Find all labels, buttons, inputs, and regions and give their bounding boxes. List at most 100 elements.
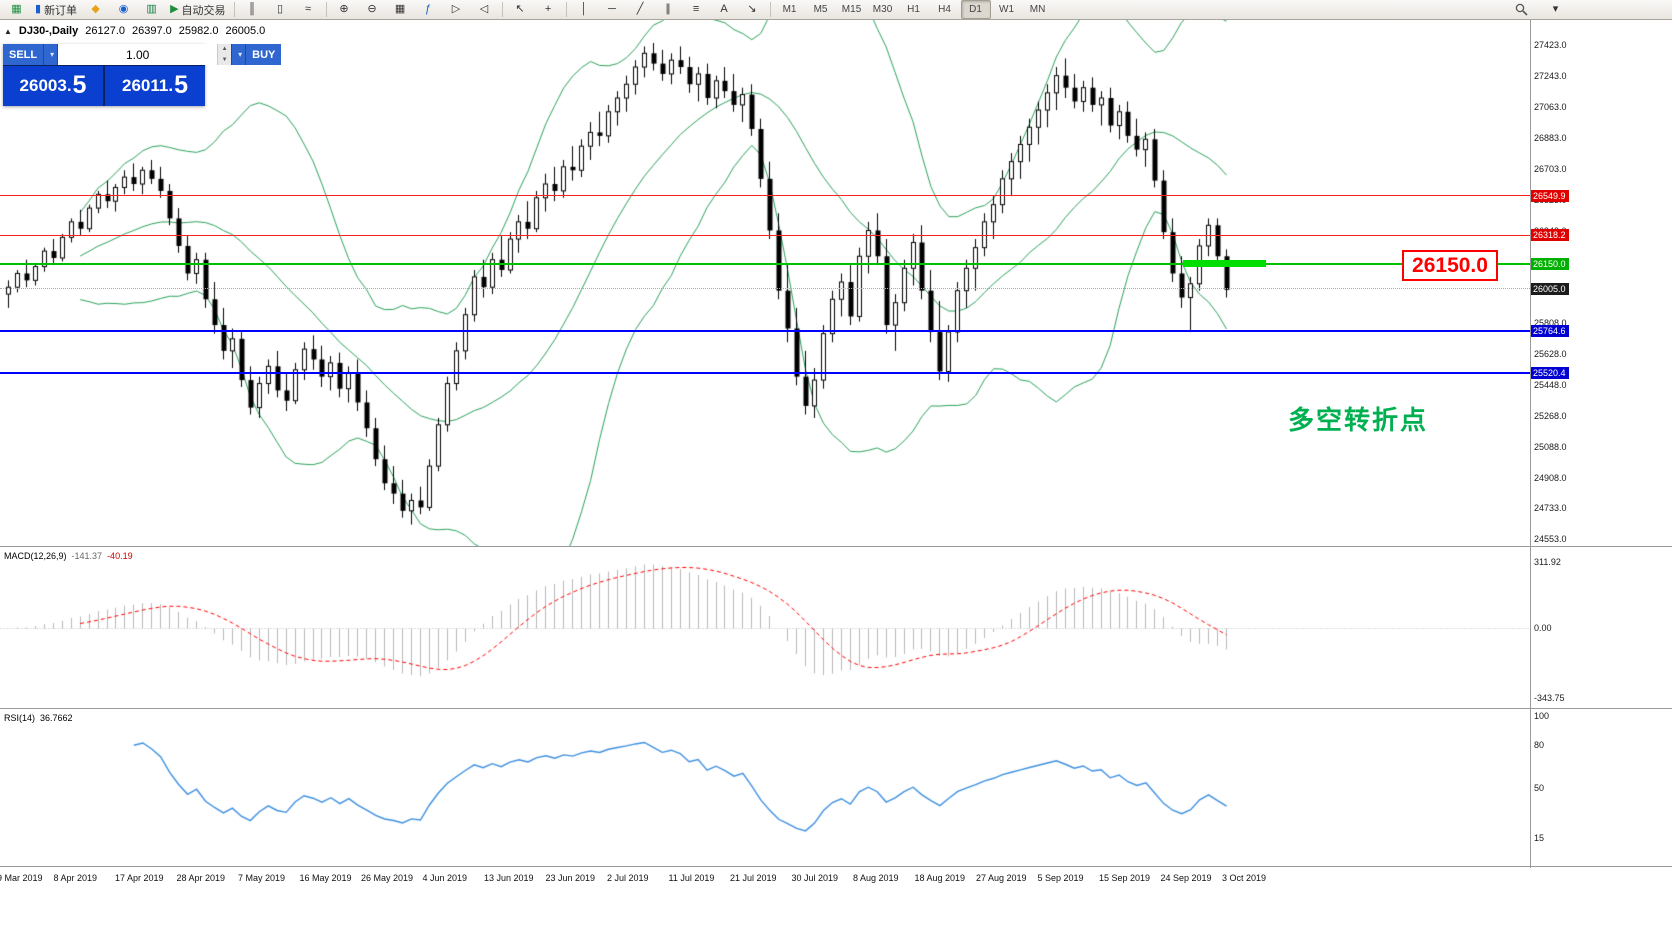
timeframe-m5-button[interactable]: M5 <box>813 4 828 15</box>
macd-title: MACD(12,26,9) <box>4 551 67 561</box>
timeframe-h4-button[interactable]: H4 <box>938 4 951 15</box>
price-axis-label: 27063.0 <box>1534 102 1567 113</box>
ohlc-close: 26005.0 <box>225 25 266 37</box>
volume-down-icon[interactable]: ▼ <box>221 56 228 63</box>
chart-header: ▲ DJ30-,Daily 26127.0 26397.0 25982.0 26… <box>4 25 265 37</box>
price-axis-label: 24553.0 <box>1534 534 1567 545</box>
macd-main-value: -141.37 <box>71 551 103 561</box>
panel-separator[interactable] <box>0 866 1672 867</box>
autotrading-icon: ▶ <box>170 3 179 15</box>
date-axis-label: 7 May 2019 <box>238 873 286 883</box>
ohlc-high: 26397.0 <box>132 25 172 37</box>
buy-button[interactable]: BUY <box>246 44 282 65</box>
price-level-tag: 25520.4 <box>1531 366 1569 379</box>
rsi-axis-label: 50 <box>1534 783 1545 793</box>
arrow-tool-button[interactable]: ↘ <box>739 0 766 19</box>
volume-input[interactable] <box>58 44 218 65</box>
arrow-tool-icon: ↘ <box>747 3 757 15</box>
rsi-axis-label: 100 <box>1534 711 1550 721</box>
terminal-icon[interactable]: ▦ <box>3 0 30 19</box>
turning-point-annotation[interactable]: 多空转折点 <box>1288 405 1429 435</box>
magnifier-icon <box>1515 3 1528 16</box>
main-chart-canvas[interactable] <box>0 20 1530 546</box>
timeframe-d1-button[interactable]: D1 <box>960 0 991 19</box>
candlestick-chart-button[interactable]: ▯ <box>267 0 294 19</box>
date-axis-label: 18 Aug 2019 <box>914 873 966 883</box>
symbol-search-button[interactable] <box>1508 0 1535 19</box>
buy-price-main: 26011. <box>122 76 174 95</box>
price-callout[interactable]: 26150.0 <box>1402 250 1498 281</box>
rsi-panel-canvas[interactable] <box>0 710 1530 866</box>
timeframe-m15-button[interactable]: M15 <box>841 4 862 15</box>
tile-windows-button[interactable]: ▦ <box>387 0 414 19</box>
current-price-line <box>0 288 1530 290</box>
cursor-button[interactable]: ↖ <box>507 0 534 19</box>
price-level-line[interactable] <box>0 195 1530 197</box>
date-axis-label: 30 Jul 2019 <box>791 873 839 883</box>
price-axis-border[interactable] <box>1530 20 1531 868</box>
auto-scroll-button[interactable]: ▷ <box>443 0 470 19</box>
current-price-tag: 26005.0 <box>1531 283 1569 296</box>
trendline-icon: ╱ <box>636 3 644 15</box>
channel-button[interactable]: ∥ <box>655 0 682 19</box>
zoom-out-button[interactable]: ⊖ <box>359 0 386 19</box>
date-axis-label: 2 Jul 2019 <box>607 873 649 883</box>
timeframe-w1-button[interactable]: W1 <box>999 4 1015 15</box>
horizontal-line-button[interactable]: ─ <box>599 0 626 19</box>
text-button[interactable]: A <box>711 0 738 19</box>
chart-shift-button[interactable]: ◁ <box>471 0 498 19</box>
price-axis-label: 27423.0 <box>1534 40 1567 51</box>
favorites-icon-icon: ◆ <box>91 3 100 15</box>
price-axis-label: 25808.0 <box>1534 318 1567 329</box>
macd-panel-canvas[interactable] <box>0 548 1530 708</box>
buy-price-pip: 5 <box>174 70 188 99</box>
price-level-line[interactable] <box>0 234 1530 236</box>
profiles-icon[interactable]: ◉ <box>110 0 137 19</box>
autotrading-button[interactable]: ▶ 自动交易 <box>166 0 229 19</box>
macd-signal-value: -40.19 <box>107 551 133 561</box>
bar-chart-button[interactable]: ║ <box>239 0 266 19</box>
buy-price[interactable]: 26011. 5 <box>105 66 205 106</box>
crosshair-button[interactable]: + <box>535 0 562 19</box>
timeframe-m30-button[interactable]: M30 <box>872 4 893 15</box>
line-chart-button[interactable]: ≈ <box>295 0 322 19</box>
collapse-panel-icon[interactable]: ▲ <box>4 26 12 36</box>
market-watch-icon[interactable]: ▥ <box>138 0 165 19</box>
date-axis-label: 8 Apr 2019 <box>53 873 98 883</box>
toolbar-separator <box>565 2 567 17</box>
price-level-line[interactable] <box>0 263 1530 266</box>
toolbar-separator <box>233 2 235 17</box>
sell-price[interactable]: 26003. 5 <box>3 66 105 106</box>
timeframe-mn-button[interactable]: MN <box>1029 4 1046 15</box>
timeframe-m1-button[interactable]: M1 <box>782 4 797 15</box>
auto-scroll-icon: ▷ <box>451 3 461 15</box>
timeframe-h1-button[interactable]: H1 <box>907 4 920 15</box>
price-axis-label: 25448.0 <box>1534 380 1567 391</box>
buy-dropdown-icon[interactable]: ▾ <box>231 44 247 65</box>
zoom-out-icon: ⊖ <box>367 3 377 15</box>
sell-button[interactable]: SELL <box>3 44 44 65</box>
support-highlight-bar[interactable] <box>1183 260 1266 268</box>
vertical-line-icon: │ <box>580 3 588 15</box>
new-order-button[interactable]: ▮ 新订单 <box>31 0 81 19</box>
volume-up-icon[interactable]: ▲ <box>221 46 228 52</box>
search-dropdown-icon[interactable]: ▾ <box>1542 0 1569 19</box>
price-axis-label: 25628.0 <box>1534 349 1567 360</box>
new-order-icon: ▮ <box>35 3 42 15</box>
price-level-line[interactable] <box>0 329 1530 332</box>
fibonacci-button[interactable]: ≡ <box>683 0 710 19</box>
vertical-line-button[interactable]: │ <box>571 0 598 19</box>
terminal-icon-icon: ▦ <box>11 3 22 15</box>
price-level-line[interactable] <box>0 371 1530 374</box>
zoom-in-button[interactable]: ⊕ <box>331 0 358 19</box>
date-axis-label: 8 Aug 2019 <box>853 873 899 883</box>
favorites-icon[interactable]: ◆ <box>82 0 109 19</box>
sell-dropdown-icon[interactable]: ▾ <box>43 44 59 65</box>
trendline-button[interactable]: ╱ <box>627 0 654 19</box>
price-axis-label: 26703.0 <box>1534 164 1567 175</box>
indicators-button[interactable]: ƒ <box>415 0 442 19</box>
price-axis-label: 26883.0 <box>1534 133 1567 144</box>
price-level-tag: 26318.2 <box>1531 229 1569 242</box>
panel-separator[interactable] <box>0 708 1672 709</box>
panel-separator[interactable] <box>0 546 1672 547</box>
